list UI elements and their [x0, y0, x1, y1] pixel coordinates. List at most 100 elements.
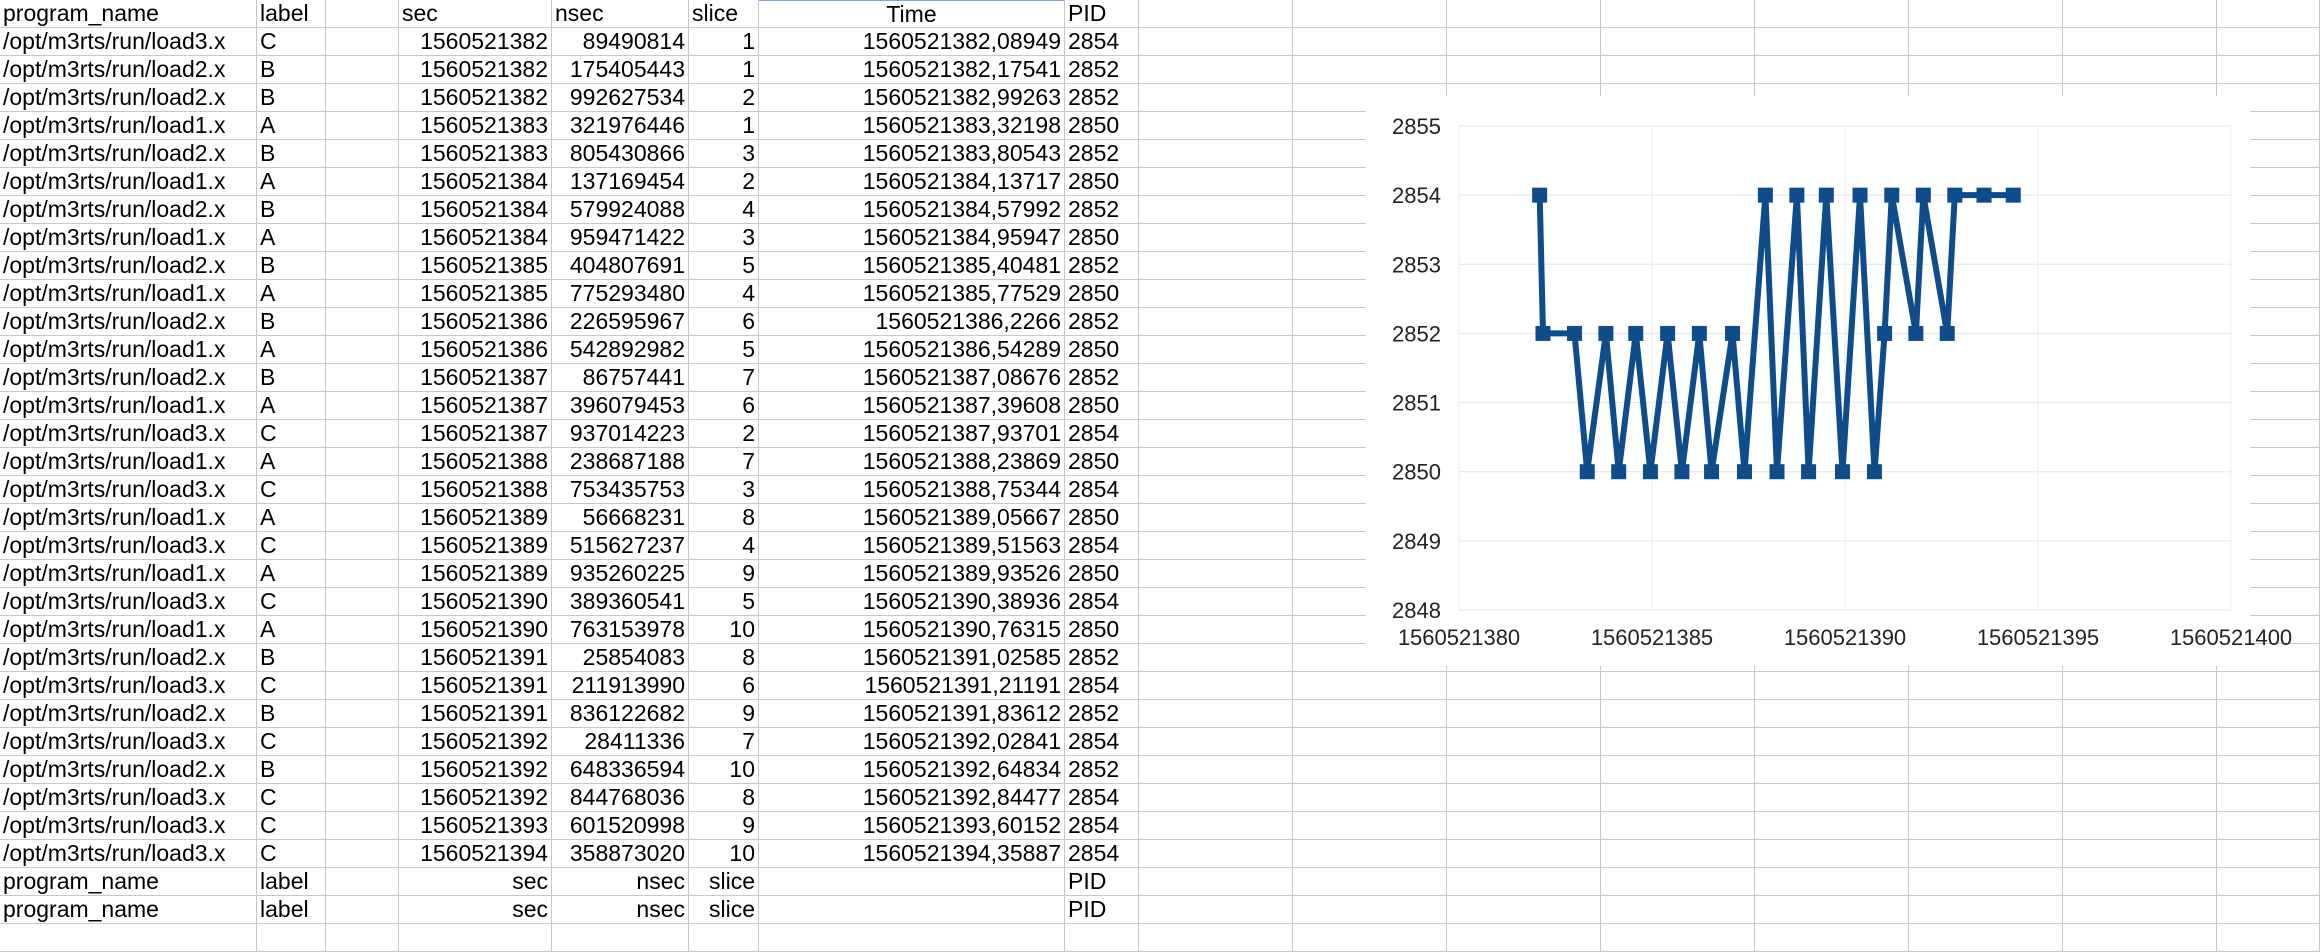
cell-time[interactable]: [759, 868, 1065, 896]
cell-nsec[interactable]: 25854083: [552, 644, 689, 672]
cell-slice[interactable]: 8: [689, 644, 759, 672]
cell-program-name[interactable]: /opt/m3rts/run/load1.x: [0, 392, 257, 420]
cell-time[interactable]: 1560521391,83612: [759, 700, 1065, 728]
cell-time[interactable]: 1560521392,64834: [759, 756, 1065, 784]
cell-program-name[interactable]: program_name: [0, 868, 257, 896]
cell-sec[interactable]: 1560521385: [399, 252, 552, 280]
cell-slice[interactable]: 2: [689, 420, 759, 448]
empty-cell[interactable]: [1139, 896, 1293, 924]
cell-blank[interactable]: [326, 588, 399, 616]
empty-cell[interactable]: [1139, 364, 1293, 392]
cell-pid[interactable]: 2852: [1065, 700, 1139, 728]
empty-cell[interactable]: [1909, 28, 2063, 56]
cell-slice[interactable]: 5: [689, 588, 759, 616]
cell-sec[interactable]: 1560521389: [399, 560, 552, 588]
cell-program-name[interactable]: /opt/m3rts/run/load3.x: [0, 476, 257, 504]
cell-slice[interactable]: 9: [689, 812, 759, 840]
cell-blank[interactable]: [326, 196, 399, 224]
empty-cell[interactable]: [1293, 0, 1447, 28]
cell-program-name[interactable]: /opt/m3rts/run/load2.x: [0, 308, 257, 336]
cell-slice[interactable]: 1: [689, 28, 759, 56]
cell-time[interactable]: 1560521389,93526: [759, 560, 1065, 588]
cell-time[interactable]: 1560521388,75344: [759, 476, 1065, 504]
cell-label[interactable]: C: [257, 532, 326, 560]
cell-program-name[interactable]: /opt/m3rts/run/load3.x: [0, 420, 257, 448]
empty-cell[interactable]: [1139, 924, 1293, 952]
header-cell-slice[interactable]: slice: [689, 0, 759, 28]
cell-nsec[interactable]: 542892982: [552, 336, 689, 364]
cell-nsec[interactable]: 775293480: [552, 280, 689, 308]
empty-cell[interactable]: [2063, 728, 2217, 756]
cell-time[interactable]: 1560521387,08676: [759, 364, 1065, 392]
cell-label[interactable]: C: [257, 588, 326, 616]
cell-program-name[interactable]: /opt/m3rts/run/load1.x: [0, 280, 257, 308]
empty-cell[interactable]: [1909, 868, 2063, 896]
cell-pid[interactable]: 2850: [1065, 280, 1139, 308]
cell-pid[interactable]: PID: [1065, 868, 1139, 896]
cell-program-name[interactable]: /opt/m3rts/run/load1.x: [0, 112, 257, 140]
cell-time[interactable]: 1560521394,35887: [759, 840, 1065, 868]
cell-blank[interactable]: [326, 616, 399, 644]
cell-time[interactable]: 1560521390,76315: [759, 616, 1065, 644]
empty-cell[interactable]: [689, 924, 759, 952]
empty-cell[interactable]: [1601, 56, 1755, 84]
cell-label[interactable]: A: [257, 168, 326, 196]
empty-cell[interactable]: [1293, 924, 1447, 952]
empty-cell[interactable]: [1139, 784, 1293, 812]
cell-label[interactable]: C: [257, 476, 326, 504]
empty-cell[interactable]: [759, 924, 1065, 952]
empty-cell[interactable]: [1755, 672, 1909, 700]
cell-blank[interactable]: [326, 84, 399, 112]
cell-nsec[interactable]: 601520998: [552, 812, 689, 840]
cell-blank[interactable]: [326, 336, 399, 364]
empty-cell[interactable]: [1139, 504, 1293, 532]
cell-sec[interactable]: 1560521391: [399, 644, 552, 672]
cell-program-name[interactable]: /opt/m3rts/run/load3.x: [0, 840, 257, 868]
empty-cell[interactable]: [1293, 56, 1447, 84]
cell-label[interactable]: B: [257, 140, 326, 168]
cell-program-name[interactable]: /opt/m3rts/run/load3.x: [0, 588, 257, 616]
cell-program-name[interactable]: /opt/m3rts/run/load2.x: [0, 364, 257, 392]
empty-cell[interactable]: [1447, 700, 1601, 728]
cell-sec[interactable]: 1560521392: [399, 728, 552, 756]
cell-label[interactable]: C: [257, 784, 326, 812]
cell-pid[interactable]: 2852: [1065, 196, 1139, 224]
cell-slice[interactable]: 3: [689, 224, 759, 252]
empty-cell[interactable]: [1139, 84, 1293, 112]
cell-blank[interactable]: [326, 28, 399, 56]
cell-label[interactable]: B: [257, 308, 326, 336]
empty-cell[interactable]: [1447, 28, 1601, 56]
cell-label[interactable]: B: [257, 56, 326, 84]
cell-pid[interactable]: 2854: [1065, 532, 1139, 560]
cell-nsec[interactable]: 959471422: [552, 224, 689, 252]
cell-program-name[interactable]: /opt/m3rts/run/load1.x: [0, 224, 257, 252]
cell-pid[interactable]: 2850: [1065, 560, 1139, 588]
empty-cell[interactable]: [1601, 28, 1755, 56]
cell-pid[interactable]: 2852: [1065, 56, 1139, 84]
cell-label[interactable]: A: [257, 224, 326, 252]
empty-cell[interactable]: [1755, 56, 1909, 84]
cell-program-name[interactable]: /opt/m3rts/run/load3.x: [0, 672, 257, 700]
empty-cell[interactable]: [257, 924, 326, 952]
cell-sec[interactable]: 1560521387: [399, 364, 552, 392]
empty-cell[interactable]: [1447, 784, 1601, 812]
empty-cell[interactable]: [1909, 840, 2063, 868]
empty-cell[interactable]: [1601, 728, 1755, 756]
cell-pid[interactable]: PID: [1065, 896, 1139, 924]
cell-sec[interactable]: 1560521388: [399, 448, 552, 476]
cell-time[interactable]: [759, 896, 1065, 924]
cell-label[interactable]: A: [257, 616, 326, 644]
cell-blank[interactable]: [326, 644, 399, 672]
empty-cell[interactable]: [1601, 784, 1755, 812]
empty-cell[interactable]: [2063, 756, 2217, 784]
cell-slice[interactable]: 8: [689, 784, 759, 812]
cell-label[interactable]: label: [257, 896, 326, 924]
cell-sec[interactable]: 1560521392: [399, 756, 552, 784]
empty-cell[interactable]: [1447, 728, 1601, 756]
empty-cell[interactable]: [1139, 56, 1293, 84]
empty-cell[interactable]: [1909, 896, 2063, 924]
empty-cell[interactable]: [1139, 112, 1293, 140]
cell-label[interactable]: C: [257, 28, 326, 56]
empty-cell[interactable]: [1447, 896, 1601, 924]
